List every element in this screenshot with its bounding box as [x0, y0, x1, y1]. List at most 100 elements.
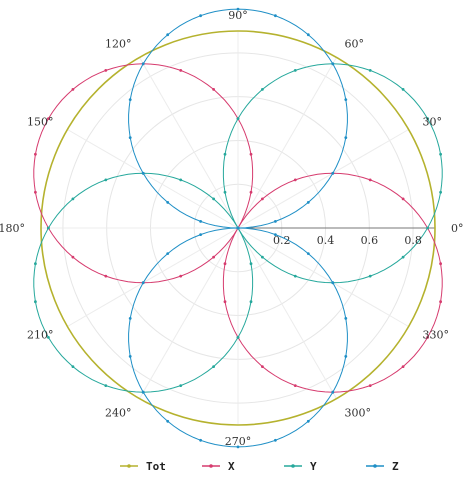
series-z-point	[141, 281, 145, 285]
series-x-point	[368, 384, 372, 387]
series-y-point	[179, 178, 183, 182]
radial-tick-label: 0.6	[361, 234, 379, 247]
series-z-point	[141, 390, 145, 394]
series-y-point	[439, 190, 442, 194]
series-x-point	[34, 152, 37, 156]
legend-marker	[291, 464, 295, 468]
angular-grid-line	[67, 227, 239, 327]
angular-grid-line	[139, 227, 239, 399]
series-z-point	[274, 438, 277, 442]
series-y-point	[236, 336, 240, 339]
series-z-point	[141, 62, 145, 66]
series-y-point	[293, 69, 297, 72]
series-x-point	[104, 69, 108, 72]
series-y-point	[401, 88, 405, 91]
series-y-point	[426, 117, 429, 120]
series-z-point	[331, 171, 335, 175]
series-z-point	[344, 317, 348, 320]
series-z-point	[199, 220, 203, 223]
axis-labels: 0.2 0.4 0.6 0.8 0° 30° 60° 90° 120° 150° 180° 210° 2…	[0, 9, 464, 448]
series-x-point	[212, 88, 216, 91]
angle-tick-label: 150°	[27, 116, 54, 129]
series-z-point	[274, 220, 277, 223]
series-x-point	[71, 255, 75, 259]
angle-tick-label: 270°	[225, 435, 252, 448]
series-x-point	[401, 197, 405, 201]
series-tot-line	[40, 30, 436, 426]
series-y-point	[71, 197, 75, 201]
angle-tick-label: 330°	[423, 329, 450, 342]
angle-tick-label: 60°	[345, 38, 365, 51]
series-z-point	[199, 233, 203, 237]
series-z-point	[344, 98, 348, 101]
radial-tick-label: 0.4	[317, 234, 335, 247]
series-z-point	[274, 14, 277, 18]
series-z-point	[199, 438, 203, 442]
series-x-point	[261, 365, 264, 368]
series-x-point	[261, 197, 264, 201]
series-z-point	[199, 14, 203, 18]
series-y-point	[104, 178, 108, 182]
series-z-point	[344, 355, 348, 358]
series-x-point	[47, 117, 50, 120]
series-z-point	[166, 33, 170, 37]
series-x-point	[293, 384, 297, 387]
series-z-point	[306, 419, 310, 423]
series-x-point	[223, 300, 227, 304]
legend-label: Y	[310, 460, 317, 473]
angular-grid-line	[237, 227, 409, 327]
angle-tick-label: 300°	[345, 407, 372, 420]
angular-grid-line	[139, 57, 239, 229]
series-y-point	[47, 336, 50, 339]
angular-grid-line	[237, 227, 337, 399]
legend-item-x[interactable]: X	[202, 460, 235, 473]
legend-label: X	[228, 460, 235, 473]
angular-grid-line	[237, 129, 409, 229]
series-y-point	[261, 88, 264, 91]
series-x-point	[293, 178, 297, 182]
series-z-point	[128, 136, 132, 140]
series-z-point	[306, 33, 310, 37]
legend-label: Tot	[146, 460, 166, 473]
series-z-point	[166, 201, 170, 204]
series-y-point	[104, 384, 108, 387]
series-y-point	[179, 384, 183, 387]
angle-tick-label: 30°	[423, 116, 443, 129]
series-y-point	[212, 365, 216, 368]
legend: Tot X Y Z	[120, 460, 399, 473]
series-x-point	[104, 274, 108, 278]
series-y-point	[249, 300, 253, 304]
series-x-point	[426, 336, 429, 339]
legend-marker	[373, 464, 377, 468]
angular-grid-line	[237, 57, 337, 229]
series-x-point	[401, 365, 405, 368]
series-y-point	[368, 274, 372, 278]
radial-tick-label: 0.2	[273, 234, 291, 247]
series-z-point	[274, 233, 277, 237]
legend-item-tot[interactable]: Tot	[120, 460, 166, 473]
series-z-point	[236, 445, 240, 449]
series-x-point	[439, 262, 442, 266]
series-z-point	[128, 355, 132, 358]
series-z-point	[306, 252, 310, 256]
series-y-point	[223, 190, 227, 194]
angle-tick-label: 210°	[27, 329, 54, 342]
radial-tick-label: 0.8	[404, 234, 422, 247]
series-y-point	[223, 152, 227, 156]
series-y-point	[401, 255, 405, 259]
legend-label: Z	[392, 460, 399, 473]
angular-grid-line	[67, 129, 239, 229]
series-x-point	[71, 88, 75, 91]
legend-item-y[interactable]: Y	[284, 460, 317, 473]
series-x-point	[439, 300, 442, 304]
series-y-point	[261, 255, 264, 259]
series-y-point	[34, 300, 37, 304]
angle-tick-label: 0°	[451, 222, 464, 235]
series-y-point	[249, 262, 253, 266]
series-y-point	[236, 117, 240, 120]
legend-item-z[interactable]: Z	[366, 460, 399, 473]
angle-tick-label: 180°	[0, 222, 25, 235]
series-z-point	[331, 390, 335, 394]
angle-tick-label: 120°	[105, 38, 132, 51]
